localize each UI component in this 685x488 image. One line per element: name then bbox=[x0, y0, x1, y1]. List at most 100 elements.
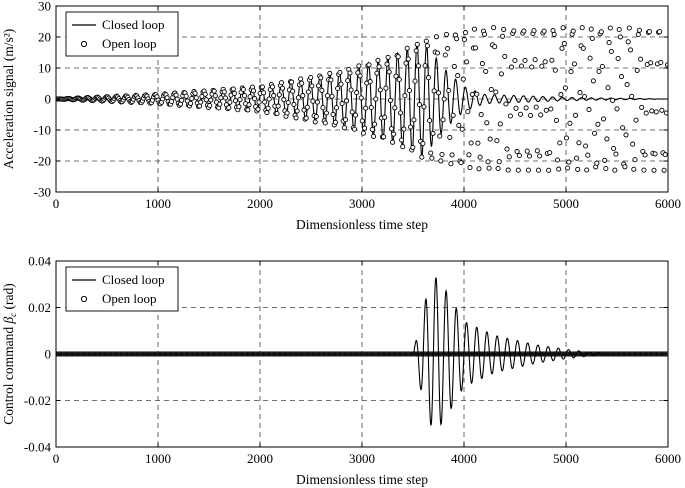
open-loop-marker bbox=[339, 101, 345, 107]
open-loop-marker bbox=[653, 109, 659, 115]
open-loop-marker bbox=[465, 109, 471, 115]
open-loop-marker bbox=[496, 159, 502, 165]
open-loop-marker bbox=[586, 107, 592, 113]
open-loop-marker bbox=[428, 150, 434, 156]
open-loop-marker bbox=[174, 96, 180, 102]
open-loop-marker bbox=[517, 111, 524, 117]
open-loop-marker bbox=[342, 117, 349, 123]
open-loop-marker bbox=[298, 76, 304, 82]
open-loop-marker bbox=[416, 102, 423, 108]
open-loop-marker bbox=[646, 29, 653, 35]
open-loop-marker bbox=[458, 160, 464, 166]
open-loop-marker bbox=[596, 68, 602, 75]
open-loop-marker bbox=[319, 87, 325, 93]
open-loop-marker bbox=[658, 59, 664, 66]
open-loop-marker bbox=[324, 93, 331, 99]
open-loop-marker bbox=[600, 116, 607, 122]
open-loop-marker bbox=[373, 96, 379, 102]
open-loop-marker bbox=[502, 53, 508, 59]
open-loop-marker bbox=[421, 104, 427, 110]
open-loop-marker bbox=[372, 121, 378, 127]
open-loop-marker bbox=[455, 73, 461, 79]
open-loop-marker bbox=[313, 113, 319, 120]
open-loop-marker bbox=[617, 34, 623, 40]
open-loop-marker bbox=[231, 90, 237, 96]
open-loop-marker bbox=[256, 99, 262, 105]
legend: Closed loop Open loop bbox=[65, 266, 179, 312]
open-loop-marker bbox=[659, 107, 665, 113]
open-loop-marker bbox=[464, 59, 470, 65]
open-loop-marker bbox=[640, 148, 646, 154]
open-loop-marker bbox=[338, 81, 344, 87]
y-axis-label-part: Control command bbox=[1, 324, 16, 425]
open-loop-marker bbox=[240, 86, 246, 93]
open-loop-marker bbox=[643, 110, 649, 116]
open-loop-marker bbox=[588, 26, 594, 32]
open-loop-marker bbox=[491, 25, 497, 31]
open-loop-marker bbox=[616, 26, 622, 33]
open-loop-marker bbox=[570, 28, 576, 34]
open-loop-marker bbox=[386, 69, 392, 75]
open-loop-marker bbox=[332, 119, 338, 125]
open-loop-marker bbox=[614, 106, 620, 112]
open-loop-marker bbox=[534, 148, 540, 154]
open-loop-marker bbox=[618, 74, 625, 80]
open-loop-marker bbox=[568, 69, 574, 75]
open-loop-marker bbox=[504, 146, 510, 152]
open-loop-marker bbox=[303, 115, 309, 121]
x-tick-label: 5000 bbox=[553, 196, 579, 211]
open-loop-marker bbox=[561, 41, 567, 47]
open-loop-marker bbox=[376, 64, 382, 70]
open-loop-marker bbox=[516, 152, 522, 159]
open-loop-marker bbox=[312, 119, 318, 125]
open-loop-marker bbox=[630, 141, 636, 147]
open-loop-marker bbox=[471, 26, 478, 32]
open-loop-marker bbox=[557, 140, 563, 146]
open-loop-marker bbox=[615, 55, 621, 62]
open-loop-marker bbox=[255, 106, 261, 112]
open-loop-marker bbox=[526, 153, 533, 159]
open-loop-marker bbox=[198, 99, 204, 105]
open-loop-marker bbox=[299, 80, 305, 86]
open-loop-marker bbox=[539, 63, 545, 69]
open-loop-marker bbox=[314, 99, 320, 105]
open-loop-marker bbox=[498, 71, 504, 77]
open-loop-marker bbox=[399, 137, 405, 143]
open-loop-marker bbox=[599, 63, 605, 70]
open-loop-marker bbox=[583, 143, 589, 149]
open-loop-marker bbox=[571, 61, 577, 67]
data-layer bbox=[56, 25, 668, 173]
open-loop-marker bbox=[274, 110, 280, 117]
x-tick-label: 3000 bbox=[349, 196, 375, 211]
open-loop-marker bbox=[487, 136, 493, 142]
open-loop-marker bbox=[632, 157, 638, 163]
open-loop-marker bbox=[293, 115, 299, 121]
open-loop-marker bbox=[301, 107, 307, 113]
open-loop-marker bbox=[594, 160, 600, 166]
x-tick-label: 4000 bbox=[451, 196, 477, 211]
open-loop-marker bbox=[663, 110, 668, 116]
open-loop-marker bbox=[503, 101, 509, 107]
open-loop-marker bbox=[606, 40, 612, 46]
open-loop-marker bbox=[477, 154, 483, 160]
open-loop-marker bbox=[357, 73, 363, 79]
open-loop-marker bbox=[484, 120, 490, 126]
open-loop-marker bbox=[445, 46, 451, 52]
open-loop-marker bbox=[405, 56, 411, 62]
open-loop-marker bbox=[446, 87, 452, 94]
open-loop-marker bbox=[230, 86, 236, 92]
open-loop-marker bbox=[482, 31, 488, 37]
open-loop-marker bbox=[351, 126, 358, 132]
open-loop-marker bbox=[495, 165, 501, 172]
open-loop-marker bbox=[565, 165, 571, 171]
open-loop-marker bbox=[626, 25, 632, 31]
open-loop-marker bbox=[624, 82, 630, 88]
x-tick-label: 2000 bbox=[247, 451, 273, 466]
open-loop-marker bbox=[558, 92, 564, 98]
open-loop-marker bbox=[320, 105, 326, 111]
open-loop-marker bbox=[412, 78, 418, 84]
open-loop-marker bbox=[337, 69, 343, 76]
open-loop-marker bbox=[556, 166, 562, 172]
open-loop-marker bbox=[354, 90, 360, 96]
open-loop-marker bbox=[639, 104, 645, 110]
